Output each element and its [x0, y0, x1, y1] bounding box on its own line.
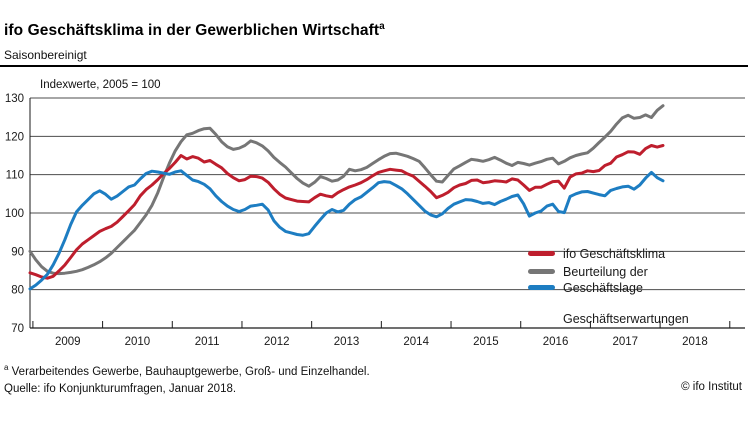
x-tick-label-2009: 2009: [55, 336, 81, 348]
y-tick-label-70: 70: [11, 323, 24, 335]
legend-item-lage-line2: Geschäftslage: [528, 280, 643, 295]
x-tick-label-2010: 2010: [125, 336, 151, 348]
title-text: ifo Geschäftsklima in der Gewerblichen W…: [4, 22, 380, 39]
y-axis-unit-label: Indexwerte, 2005 = 100: [40, 79, 161, 91]
source-note: Quelle: ifo Konjunkturumfragen, Januar 2…: [4, 383, 237, 395]
title-footnote-marker: a: [379, 20, 385, 32]
x-tick-label-2014: 2014: [403, 336, 429, 348]
legend-item-lage-line1: Beurteilung der: [528, 264, 648, 279]
lage-line-swatch: [528, 269, 555, 274]
erwartungen-line-swatch: [528, 285, 555, 290]
x-tick-label-2013: 2013: [334, 336, 360, 348]
series-line-lage: [28, 104, 665, 276]
legend-label-lage-line1: Beurteilung der: [563, 264, 648, 279]
y-tick-label-110: 110: [6, 170, 24, 182]
y-tick-label-100: 100: [5, 208, 24, 220]
x-tick-label-2012: 2012: [264, 336, 290, 348]
series-line-klima: [28, 144, 665, 280]
y-tick-label-80: 80: [11, 285, 24, 297]
y-tick-label-90: 90: [11, 246, 24, 258]
legend-item-klima: ifo Geschäftsklima: [528, 246, 665, 261]
legend-label-klima: ifo Geschäftsklima: [563, 246, 666, 261]
series-line-erwartungen: [28, 169, 665, 291]
copyright-note: © ifo Institut: [681, 381, 742, 393]
footnote: a Verarbeitendes Gewerbe, Bauhauptgewerb…: [4, 363, 370, 378]
x-tick-label-2017: 2017: [612, 336, 638, 348]
y-tick-label-130: 130: [5, 93, 24, 105]
footnote-marker: a: [4, 363, 9, 373]
legend-label-lage-line2: Geschäftslage: [563, 280, 643, 295]
x-tick-label-2018: 2018: [682, 336, 708, 348]
klima-line-swatch: [528, 251, 555, 256]
x-tick-label-2015: 2015: [473, 336, 499, 348]
page-title: ifo Geschäftsklima in der Gewerblichen W…: [4, 20, 385, 40]
footnote-text: Verarbeitendes Gewerbe, Bauhauptgewerbe,…: [8, 366, 370, 378]
x-tick-label-2011: 2011: [195, 336, 220, 348]
x-tick-label-2016: 2016: [543, 336, 569, 348]
title-divider: [0, 65, 748, 67]
legend-item-erwartungen: Geschäftserwartungen: [528, 311, 689, 326]
legend-label-erwartungen: Geschäftserwartungen: [563, 311, 689, 326]
subtitle: Saisonbereinigt: [4, 48, 87, 62]
y-tick-label-120: 120: [5, 131, 24, 143]
